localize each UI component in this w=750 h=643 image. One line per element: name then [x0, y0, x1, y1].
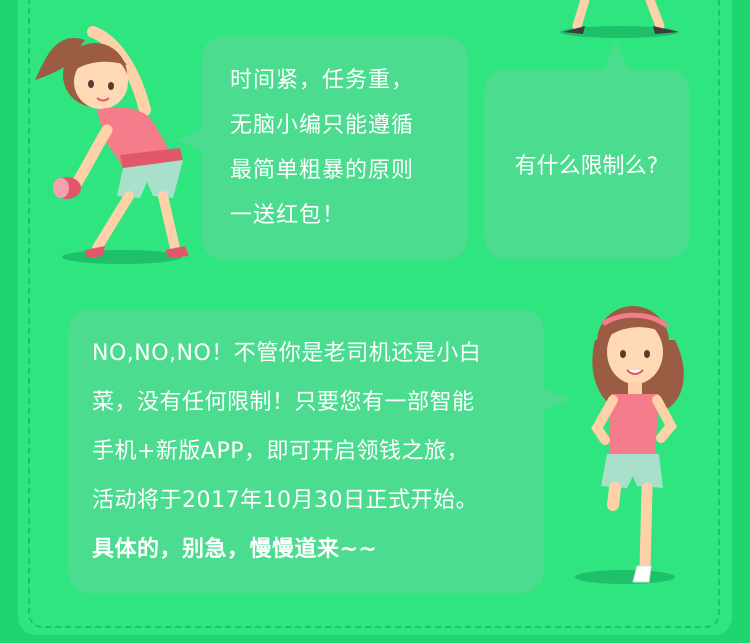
speech-bubble-left: 时间紧，任务重， 无脑小编只能遵循 最简单粗暴的原则 一送红包！ [178, 36, 468, 260]
bubble-question: 有什么限制么? [514, 154, 659, 179]
dashed-border [28, 0, 720, 628]
stretching-girl-illustration [35, 26, 189, 258]
bubble-line: 手机+新版APP，即可开启领钱之旅， [92, 439, 470, 464]
bubble-line: 一送红包！ [230, 203, 346, 228]
top-character-shadow [560, 26, 678, 38]
bubble-line-emphasis: 具体的，别急，慢慢道来~~ [92, 537, 378, 562]
bubble-line: NO,NO,NO！不管你是老司机还是小白 [92, 341, 482, 366]
top-character-legs-illustration [563, 0, 679, 34]
bubble-line: 菜，没有任何限制！只要您有一部智能 [92, 390, 475, 415]
speech-bubble-tail [178, 128, 204, 152]
running-girl-illustration [591, 306, 684, 583]
bubble-line: 最简单粗暴的原则 [230, 158, 415, 183]
bubble-line: 活动将于2017年10月30日正式开始。 [92, 488, 478, 513]
bubble-line: 无脑小编只能遵循 [230, 113, 415, 138]
speech-bubble-right: 有什么限制么? [484, 41, 689, 259]
speech-bubble-bottom: NO,NO,NO！不管你是老司机还是小白 菜，没有任何限制！只要您有一部智能 手… [68, 309, 570, 593]
bubble-line: 时间紧，任务重， [230, 68, 415, 93]
speech-bubble-tail [542, 387, 570, 411]
speech-bubble-tail [604, 41, 628, 71]
